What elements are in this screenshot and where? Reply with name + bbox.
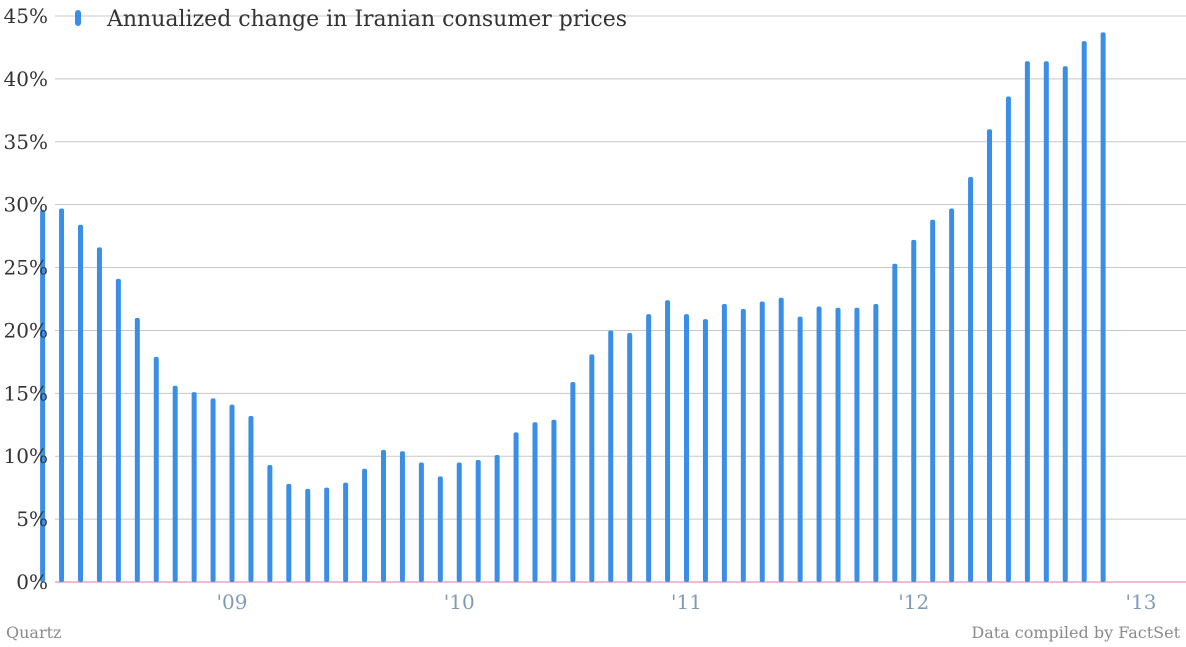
gridlines bbox=[55, 15, 1186, 583]
bar bbox=[456, 462, 462, 582]
bar bbox=[873, 304, 879, 582]
bar bbox=[740, 309, 746, 582]
x-tick-label: '11 bbox=[671, 590, 702, 614]
bar bbox=[267, 465, 273, 582]
y-tick-label: 40% bbox=[4, 67, 48, 91]
bar bbox=[589, 354, 595, 582]
bar bbox=[381, 449, 386, 582]
bar bbox=[759, 301, 765, 582]
bar bbox=[1024, 61, 1030, 582]
bar bbox=[1043, 61, 1049, 582]
legend-swatch bbox=[75, 10, 81, 26]
bar bbox=[987, 129, 992, 582]
y-tick-label: 15% bbox=[4, 381, 48, 405]
y-tick-label: 30% bbox=[4, 193, 48, 217]
bar bbox=[59, 208, 65, 582]
bar bbox=[172, 385, 178, 582]
bar bbox=[96, 247, 102, 583]
bar bbox=[532, 422, 538, 582]
bar bbox=[343, 482, 349, 582]
bar bbox=[627, 332, 633, 582]
bar bbox=[494, 454, 500, 582]
bar bbox=[949, 208, 955, 582]
bar bbox=[778, 297, 784, 582]
bar bbox=[968, 176, 974, 583]
bar bbox=[475, 459, 481, 582]
bar bbox=[835, 307, 841, 582]
bars bbox=[40, 32, 1106, 583]
bar bbox=[153, 356, 159, 582]
bar bbox=[191, 392, 197, 582]
x-tick-label: '12 bbox=[898, 590, 929, 614]
y-tick-label: 20% bbox=[4, 318, 48, 342]
bar bbox=[816, 306, 822, 582]
legend-label: Annualized change in Iranian consumer pr… bbox=[106, 7, 627, 32]
bar bbox=[646, 314, 652, 582]
y-tick-label: 0% bbox=[16, 570, 48, 594]
bar bbox=[362, 468, 368, 582]
bar bbox=[1062, 66, 1068, 583]
bar bbox=[229, 404, 235, 582]
footer-source: Data compiled by FactSet bbox=[971, 623, 1180, 642]
bar bbox=[702, 319, 708, 582]
bar bbox=[115, 278, 121, 582]
bar bbox=[551, 419, 557, 582]
x-tick-label: '13 bbox=[1126, 590, 1157, 614]
bar bbox=[608, 330, 614, 582]
footer-credit: Quartz bbox=[6, 623, 62, 642]
bar bbox=[399, 451, 405, 582]
bar bbox=[437, 476, 443, 582]
bar bbox=[892, 263, 898, 582]
bar bbox=[324, 487, 330, 582]
legend: Annualized change in Iranian consumer pr… bbox=[75, 7, 627, 32]
bar bbox=[305, 488, 311, 582]
y-tick-label: 10% bbox=[4, 444, 48, 468]
bar bbox=[513, 432, 519, 582]
bar bbox=[854, 307, 860, 582]
y-tick-label: 5% bbox=[16, 507, 48, 531]
bar bbox=[930, 219, 936, 582]
x-tick-label: '10 bbox=[444, 590, 475, 614]
bar bbox=[1081, 41, 1087, 582]
bar bbox=[418, 462, 424, 582]
x-tick-label: '09 bbox=[217, 590, 248, 614]
y-tick-label: 25% bbox=[4, 256, 48, 280]
bar bbox=[570, 382, 576, 582]
bar bbox=[665, 300, 671, 582]
y-tick-label: 45% bbox=[4, 4, 48, 28]
y-tick-label: 35% bbox=[4, 130, 48, 154]
bar bbox=[1005, 96, 1011, 583]
bar bbox=[210, 398, 216, 582]
bar bbox=[134, 317, 140, 582]
bar bbox=[684, 314, 689, 582]
bar bbox=[911, 239, 917, 582]
bar bbox=[721, 304, 727, 582]
bar bbox=[286, 483, 292, 582]
bar bbox=[797, 316, 803, 582]
bar bbox=[1100, 32, 1106, 582]
x-axis-ticks: '09 '10 '11 '12 '13 bbox=[217, 590, 1157, 614]
bar bbox=[40, 209, 46, 582]
bar bbox=[248, 415, 254, 582]
bar bbox=[78, 224, 83, 582]
y-axis-ticks: 0% 5% 10% 15% 20% 25% 30% 35% 40% 45% bbox=[4, 4, 48, 594]
